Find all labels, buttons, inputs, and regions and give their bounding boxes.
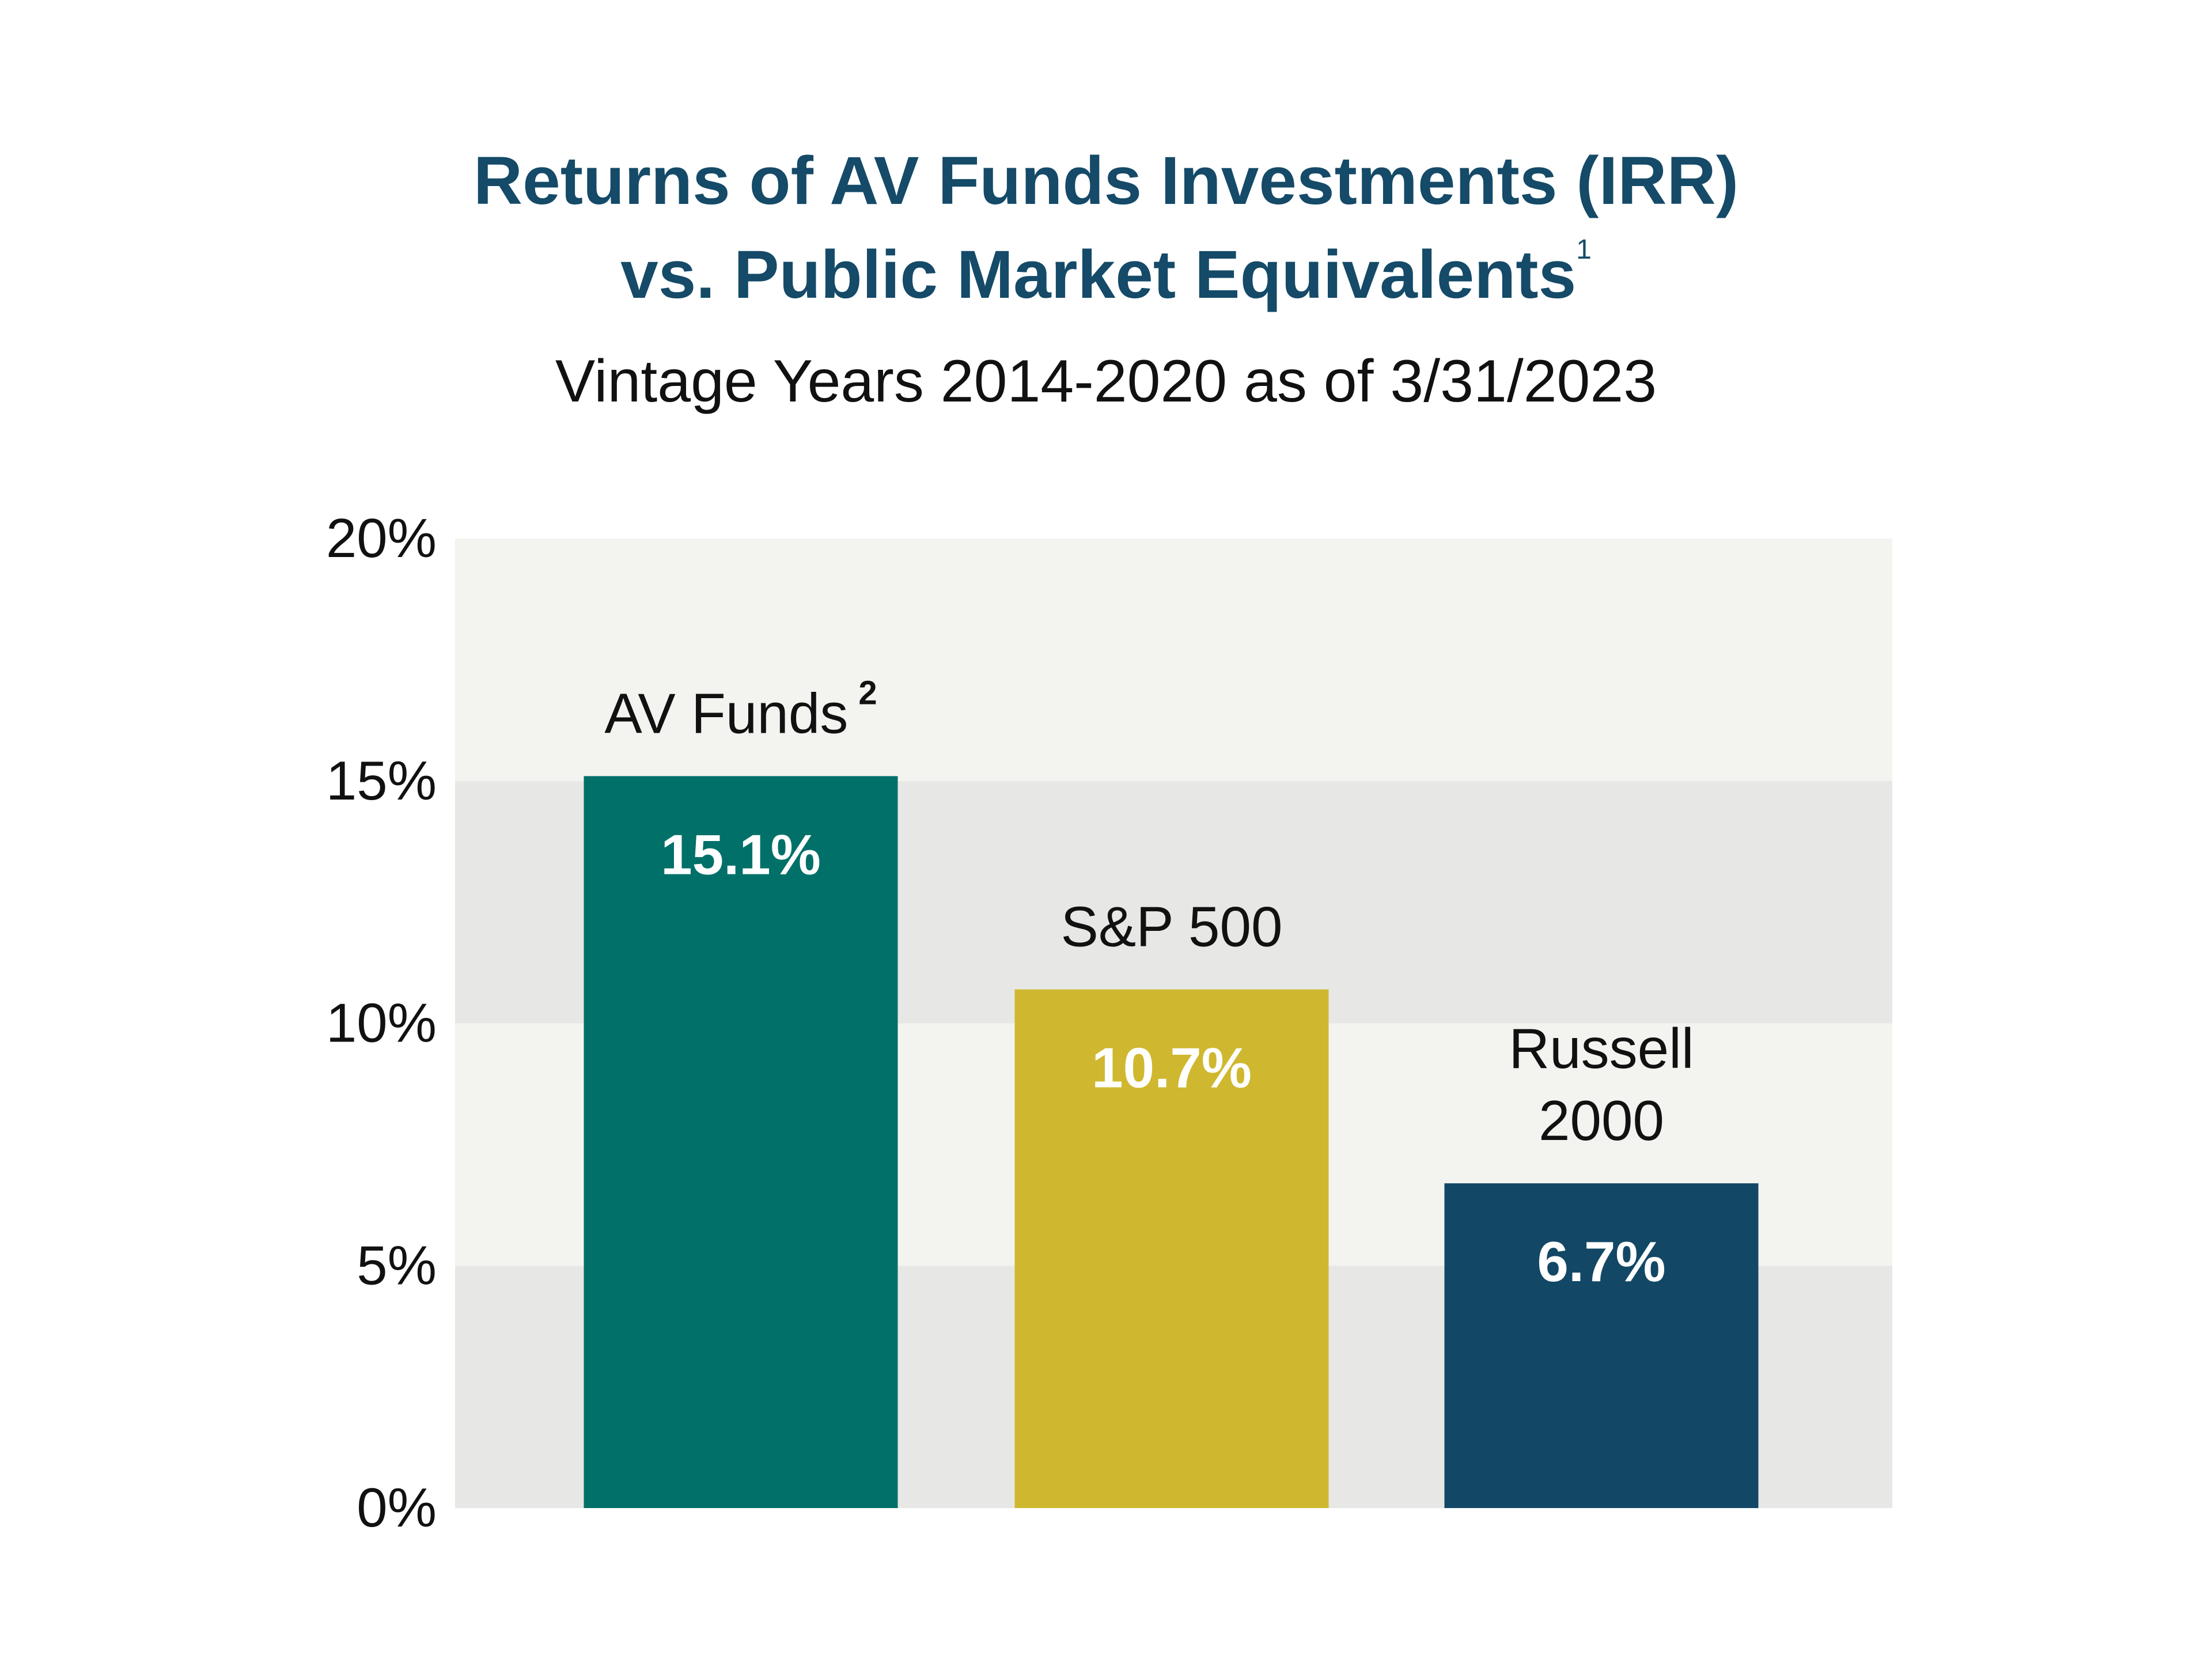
bar-category-label: Russell [1509, 1017, 1694, 1080]
bar-value-label: 6.7% [1537, 1230, 1665, 1293]
bar-category-label: S&P 500 [1060, 895, 1282, 959]
bar-value-label: 15.1% [661, 823, 821, 886]
value-labels: 15.1% 10.7% 6.7% [661, 823, 1666, 1293]
footnote-marker: 2 [858, 674, 877, 711]
category-labels: AV Funds 2 S&P 500 Russell 2000 [604, 674, 1694, 1152]
chart-title-line1: Returns of AV Funds Investments (IRR) [0, 147, 2212, 215]
y-tick-label: 10% [326, 993, 437, 1054]
plot-band [455, 539, 1892, 781]
chart-subtitle: Vintage Years 2014-2020 as of 3/31/2023 [555, 348, 1657, 415]
bar [1014, 989, 1329, 1508]
bar-category-label: AV Funds 2 [604, 674, 877, 745]
bar-value-label: 10.7% [1092, 1036, 1252, 1100]
y-axis-tick-labels: 0% 5% 10% 15% 20% [326, 507, 437, 1539]
title-footnote-marker: 1 [1576, 234, 1592, 265]
y-tick-label: 5% [357, 1234, 437, 1296]
chart-title-line2-text: vs. Public Market Equivalents [620, 237, 1577, 313]
y-tick-label: 15% [326, 750, 437, 812]
bar-category-label: 2000 [1539, 1089, 1664, 1152]
chart-title-line1-text: Returns of AV Funds Investments (IRR) [473, 143, 1739, 219]
y-tick-label: 0% [357, 1477, 437, 1539]
bar [1444, 1183, 1759, 1508]
bars-group [584, 776, 1759, 1508]
bar [584, 776, 898, 1508]
chart-title-line2: vs. Public Market Equivalents1 [0, 236, 2212, 309]
y-tick-label: 20% [326, 507, 437, 569]
